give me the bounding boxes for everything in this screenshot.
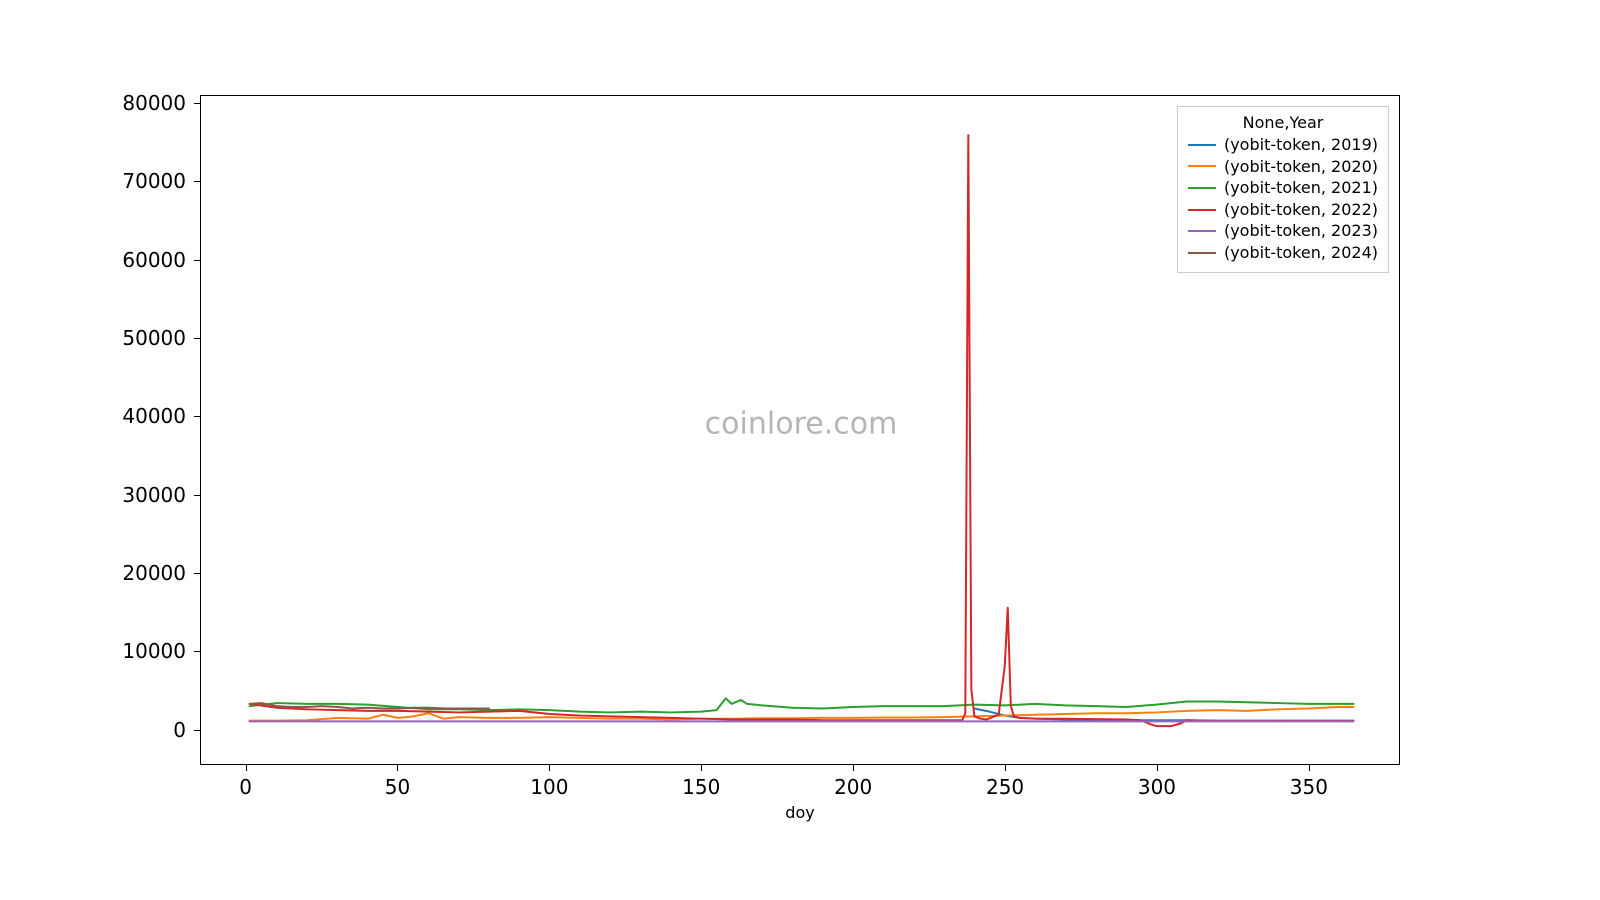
legend-item: (yobit-token, 2020)	[1188, 156, 1378, 178]
y-tick-label: 20000	[0, 561, 186, 585]
x-tick	[853, 765, 854, 771]
x-tick-label: 200	[834, 775, 872, 799]
legend-title: None,Year	[1188, 113, 1378, 132]
legend-swatch	[1188, 252, 1216, 254]
x-tick	[1005, 765, 1006, 771]
x-tick	[549, 765, 550, 771]
y-tick-label: 60000	[0, 248, 186, 272]
legend-item: (yobit-token, 2022)	[1188, 199, 1378, 221]
legend-label: (yobit-token, 2021)	[1224, 177, 1378, 199]
legend-label: (yobit-token, 2022)	[1224, 199, 1378, 221]
legend-label: (yobit-token, 2023)	[1224, 220, 1378, 242]
y-tick	[194, 573, 200, 574]
y-tick	[194, 260, 200, 261]
x-tick-label: 350	[1290, 775, 1328, 799]
legend-swatch	[1188, 144, 1216, 146]
legend-swatch	[1188, 187, 1216, 189]
legend-label: (yobit-token, 2020)	[1224, 156, 1378, 178]
x-tick	[1309, 765, 1310, 771]
x-tick-label: 50	[385, 775, 410, 799]
y-tick-label: 10000	[0, 639, 186, 663]
legend-item: (yobit-token, 2024)	[1188, 242, 1378, 264]
x-tick	[701, 765, 702, 771]
x-tick-label: 100	[530, 775, 568, 799]
y-tick	[194, 103, 200, 104]
y-tick-label: 30000	[0, 483, 186, 507]
x-tick	[246, 765, 247, 771]
legend-item: (yobit-token, 2023)	[1188, 220, 1378, 242]
legend-label: (yobit-token, 2019)	[1224, 134, 1378, 156]
figure: coinlore.com None,Year (yobit-token, 201…	[0, 0, 1600, 900]
x-axis-label: doy	[785, 803, 814, 822]
y-tick	[194, 495, 200, 496]
legend-swatch	[1188, 209, 1216, 211]
x-tick-label: 250	[986, 775, 1024, 799]
legend-items: (yobit-token, 2019)(yobit-token, 2020)(y…	[1188, 134, 1378, 264]
x-tick	[397, 765, 398, 771]
x-tick	[1157, 765, 1158, 771]
watermark-text: coinlore.com	[705, 407, 898, 442]
legend-swatch	[1188, 230, 1216, 232]
legend: None,Year (yobit-token, 2019)(yobit-toke…	[1177, 106, 1389, 273]
legend-swatch	[1188, 165, 1216, 167]
y-tick	[194, 338, 200, 339]
x-tick-label: 150	[682, 775, 720, 799]
plot-area: coinlore.com None,Year (yobit-token, 201…	[200, 95, 1400, 765]
legend-item: (yobit-token, 2019)	[1188, 134, 1378, 156]
x-tick-label: 0	[239, 775, 252, 799]
y-tick	[194, 730, 200, 731]
legend-item: (yobit-token, 2021)	[1188, 177, 1378, 199]
y-tick-label: 50000	[0, 326, 186, 350]
y-tick-label: 80000	[0, 91, 186, 115]
y-tick	[194, 181, 200, 182]
y-tick	[194, 416, 200, 417]
y-tick-label: 40000	[0, 404, 186, 428]
y-tick-label: 70000	[0, 169, 186, 193]
x-tick-label: 300	[1138, 775, 1176, 799]
y-tick-label: 0	[0, 718, 186, 742]
y-tick	[194, 651, 200, 652]
legend-label: (yobit-token, 2024)	[1224, 242, 1378, 264]
